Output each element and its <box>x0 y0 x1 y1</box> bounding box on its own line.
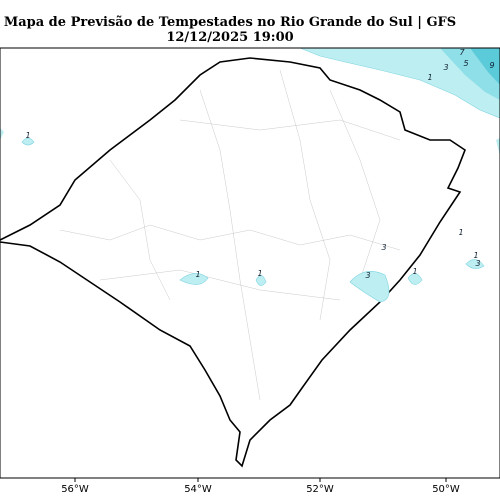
contour-label: 3 <box>475 259 480 268</box>
contour-blob <box>465 259 485 269</box>
contour-label: 1 <box>412 267 417 276</box>
x-tick-label: 56°W <box>61 484 89 495</box>
municipal-borders <box>59 69 401 401</box>
state-outline <box>0 57 466 468</box>
contour-label: 7 <box>459 48 465 57</box>
contour-label: 1 <box>458 228 463 237</box>
contour-label: 9 <box>489 61 494 70</box>
contour-label: 1 <box>427 73 432 82</box>
contour-label: 1 <box>257 269 262 278</box>
x-tick-label: 50°W <box>432 484 460 495</box>
contour-blob <box>255 275 267 286</box>
contour-label: 3 <box>365 271 370 280</box>
contour-blob <box>496 138 500 156</box>
contour-label: 1 <box>195 270 200 279</box>
ocean-contour <box>299 47 500 119</box>
map-subtitle: 12/12/2025 19:00 <box>166 30 293 45</box>
map-area <box>0 47 500 479</box>
contour-label: 1 <box>25 131 30 140</box>
contour-label: 3 <box>381 243 386 252</box>
contour-blob <box>0 128 4 140</box>
contour-blob <box>349 270 390 303</box>
map-frame-border <box>0 47 500 479</box>
x-tick-label: 54°W <box>184 484 212 495</box>
contour-blob <box>407 273 423 285</box>
contour-label: 1 <box>473 251 478 260</box>
ocean-contour-core <box>470 48 500 85</box>
contour-label: 5 <box>463 59 468 68</box>
contour-blob <box>179 273 209 285</box>
contour-blob <box>21 137 35 146</box>
map-title: Mapa de Previsão de Tempestades no Rio G… <box>4 15 456 30</box>
x-tick-label: 52°W <box>306 484 334 495</box>
contour-label: 3 <box>443 63 448 72</box>
